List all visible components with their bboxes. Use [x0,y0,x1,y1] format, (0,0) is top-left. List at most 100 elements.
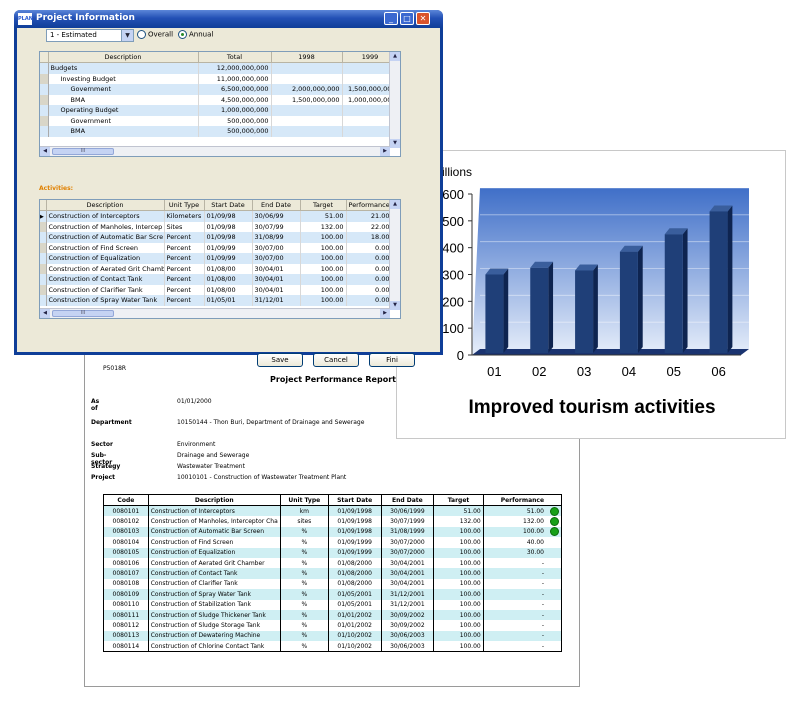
row-selector[interactable] [40,221,47,232]
row-selector[interactable] [40,274,47,285]
column-header[interactable]: Start Date [204,200,253,211]
row-selector[interactable] [40,295,47,306]
report-performance-value: 132.00 [523,518,544,526]
activity-start-date: 01/09/98 [204,210,253,222]
budget-1998 [271,73,343,84]
budget-total: 6,500,000,000 [198,84,272,95]
row-selector[interactable] [40,62,49,74]
report-field-label: Sector [91,441,113,448]
activity-row[interactable]: Construction of Manholes, Intercep Sites 0… [40,221,393,232]
budget-description: Operating Budget [48,105,199,116]
row-selector[interactable] [40,73,49,84]
activity-start-date: 01/09/98 [204,232,253,243]
scroll-right-arrow-icon[interactable]: ▶ [380,147,390,156]
row-selector[interactable] [40,263,47,274]
minimize-button[interactable]: _ [384,12,398,25]
column-header[interactable]: 1998 [271,52,343,63]
budget-horizontal-scrollbar[interactable]: ◀ III ▶ [40,146,390,156]
activities-horizontal-scrollbar[interactable]: ◀ III ▶ [40,308,390,318]
radio-annual[interactable]: Annual [178,30,213,39]
report-start-date: 01/09/1998 [327,505,382,517]
budget-vertical-scrollbar[interactable]: ▲ ▼ [389,52,400,148]
budget-row[interactable]: Operating Budget 1,000,000,000 [40,105,399,116]
activity-row[interactable]: Construction of Find Screen Percent 01/09/… [40,242,393,253]
row-selector[interactable] [40,126,49,137]
report-description: Construction of Chlorine Contact Tank [147,641,281,653]
row-selector[interactable] [40,84,49,95]
activities-grid[interactable]: Description Unit Type Start Date End Date Ta… [39,199,401,319]
save-button[interactable]: Save [257,353,303,367]
budget-row[interactable]: BMA 500,000,000 [40,126,399,137]
report-code: 0080111 [103,609,149,621]
activity-row[interactable]: Construction of Clarifier Tank Percent 01/… [40,284,393,295]
activity-row[interactable]: Construction of Spray Water Tank Percent 0… [40,295,393,306]
report-target: 132.00 [433,516,484,527]
activity-unit: Percent [164,253,205,264]
budget-row[interactable]: Budgets 12,000,000,000 [40,62,399,74]
finish-button[interactable]: Fini [369,353,415,367]
report-column-header: Start Date [327,494,382,506]
row-selector[interactable] [40,94,49,105]
estimate-select[interactable]: 1 - Estimated ▼ [46,29,134,42]
scroll-left-arrow-icon[interactable]: ◀ [40,147,50,156]
report-performance-value: 51.00 [526,507,544,515]
row-selector[interactable] [40,210,47,222]
budget-total: 500,000,000 [198,126,272,137]
column-header[interactable]: Performance [346,200,393,211]
report-field-value: Drainage and Sewerage [177,452,250,459]
report-performance-value: - [541,601,544,609]
scroll-down-arrow-icon[interactable]: ▼ [390,139,400,148]
budget-row[interactable]: Government 6,500,000,000 2,000,000,000 1,50… [40,84,399,95]
x-tick-label: 05 [667,364,681,379]
activity-description: Construction of Aerated Grit Chamb [46,263,165,274]
x-tick-label: 02 [532,364,546,379]
column-header[interactable]: Unit Type [164,200,205,211]
report-end-date: 31/12/2001 [380,599,435,610]
report-performance-value: 30.00 [526,549,544,557]
budget-row[interactable]: Investing Budget 11,000,000,000 [40,73,399,84]
activity-row[interactable]: Construction of Contact Tank Percent 01/08… [40,274,393,285]
activity-row[interactable]: Construction of InterceptorsKilometers01… [40,210,393,222]
radio-overall[interactable]: Overall [137,30,173,39]
activities-vertical-scrollbar[interactable]: ▲ ▼ [389,200,400,310]
row-selector[interactable] [40,284,47,295]
activity-row[interactable]: Construction of Aerated Grit Chamb Percen… [40,263,393,274]
budget-row[interactable]: BMA 4,500,000,000 1,500,000,000 1,000,000,0… [40,94,399,105]
scroll-down-arrow-icon[interactable]: ▼ [390,301,400,310]
report-performance-value: 40.00 [526,538,544,546]
activity-row[interactable]: Construction of Automatic Bar Scre Percen… [40,232,393,243]
column-header[interactable]: Target [300,200,347,211]
report-start-date: 01/08/2000 [327,578,382,590]
scroll-left-arrow-icon[interactable]: ◀ [40,309,50,318]
activity-description: Construction of Manholes, Intercep [46,221,165,232]
row-selector[interactable] [40,242,47,253]
report-row: 0080107 Construction of Contact Tank% 01/0… [103,568,563,579]
column-header[interactable]: End Date [252,200,301,211]
column-header[interactable]: Total [198,52,272,63]
scroll-thumb[interactable]: III [52,310,114,317]
row-selector[interactable] [40,105,49,116]
row-selector[interactable] [40,115,49,126]
scroll-up-arrow-icon[interactable]: ▲ [390,52,400,61]
activity-unit: Percent [164,242,205,253]
radio-overall-circle[interactable] [137,30,146,39]
cancel-button[interactable]: Cancel [313,353,359,367]
report-unit: % [279,589,329,600]
column-header[interactable]: Description [48,52,199,63]
chevron-down-icon[interactable]: ▼ [121,30,133,41]
row-selector[interactable] [40,253,47,264]
activity-start-date: 01/05/01 [204,295,253,306]
scroll-thumb[interactable]: III [52,148,114,155]
scroll-right-arrow-icon[interactable]: ▶ [380,309,390,318]
budget-row[interactable]: Government 500,000,000 [40,115,399,126]
row-selector[interactable] [40,232,47,243]
budget-grid[interactable]: Description Total 1998 1999 Budgets 12,000,0… [39,51,401,157]
radio-annual-circle[interactable] [178,30,187,39]
close-button[interactable]: ✕ [416,12,430,25]
activity-performance: 0.00 [346,274,393,285]
title-bar[interactable]: PLAN Project Information _ □ ✕ [14,10,443,28]
scroll-up-arrow-icon[interactable]: ▲ [390,200,400,209]
maximize-button[interactable]: □ [400,12,414,25]
activity-row[interactable]: Construction of Equalization Percent 01/09… [40,253,393,264]
column-header[interactable]: Description [46,200,165,211]
